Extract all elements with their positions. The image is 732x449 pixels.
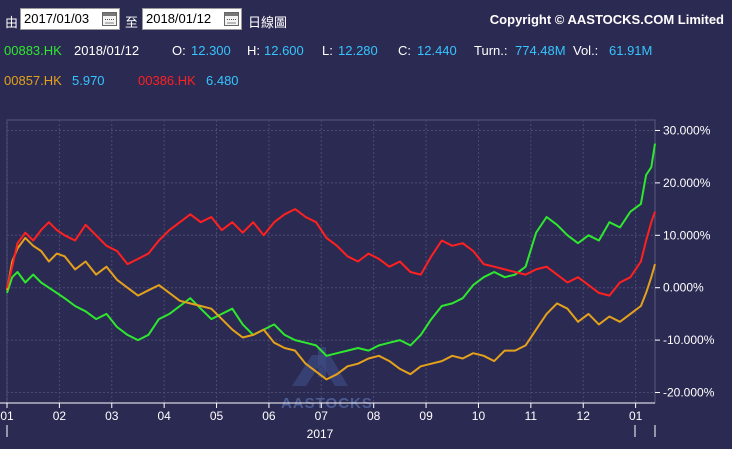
from-date-input[interactable]: 2017/01/03: [20, 8, 120, 30]
x-tick-label: 03: [105, 409, 119, 423]
from-label: 由: [5, 15, 19, 30]
x-tick-label: 01: [0, 409, 14, 423]
x-tick-label: 05: [210, 409, 224, 423]
y-tick-label: 30.000%: [663, 123, 711, 137]
compare-value-2: 6.480: [206, 73, 239, 88]
compare-value-1: 5.970: [72, 73, 105, 88]
close-label: C:: [398, 43, 411, 58]
x-tick-label: 10: [472, 409, 486, 423]
y-tick-label: -20.000%: [663, 386, 715, 400]
turnover-value: 774.48M: [515, 43, 566, 58]
series-line-00857-HK: [6, 236, 656, 381]
series-line-00386-HK: [6, 208, 656, 297]
copyright-text: Copyright © AASTOCKS.COM Limited: [489, 12, 724, 27]
high-value: 12.600: [264, 43, 304, 58]
calendar-icon[interactable]: [102, 12, 117, 26]
from-date-text: 2017/01/03: [24, 11, 90, 26]
close-value: 12.440: [417, 43, 457, 58]
y-tick-label: 0.000%: [663, 281, 704, 295]
volume-label: Vol.:: [573, 43, 599, 58]
high-label: H:: [247, 43, 260, 58]
chart-type-label: 日線圖: [248, 15, 288, 30]
to-date-text: 2018/01/12: [146, 11, 212, 26]
y-tick-label: -10.000%: [663, 333, 715, 347]
x-tick-label: 07: [315, 409, 329, 423]
open-value: 12.300: [191, 43, 231, 58]
x-tick-label: 04: [157, 409, 171, 423]
quote-code: 00883.HK: [4, 43, 62, 58]
compare-code-1[interactable]: 00857.HK: [4, 73, 62, 88]
calendar-icon[interactable]: [224, 12, 239, 26]
y-tick-label: 10.000%: [663, 228, 711, 242]
line-chart[interactable]: AASTOCKS 30.000%20.000%10.000%0.000%-10.…: [0, 115, 732, 449]
x-tick-label: 08: [367, 409, 381, 423]
series-lines: [6, 143, 656, 381]
y-tick-label: 20.000%: [663, 176, 711, 190]
x-tick-label: 02: [53, 409, 67, 423]
series-line-00883-HK: [6, 143, 656, 357]
year-label: 2017: [307, 427, 334, 441]
turnover-label: Turn.:: [474, 43, 508, 58]
compare-code-2[interactable]: 00386.HK: [138, 73, 196, 88]
x-tick-label: 11: [525, 409, 538, 423]
chart-grid: [6, 119, 656, 404]
low-label: L:: [322, 43, 333, 58]
to-date-input[interactable]: 2018/01/12: [142, 8, 242, 30]
low-value: 12.280: [338, 43, 378, 58]
open-label: O:: [172, 43, 186, 58]
toolbar: 由 2017/01/03 至 2018/01/12 日線圖 Copyright …: [0, 0, 732, 38]
x-tick-label: 06: [262, 409, 276, 423]
x-tick-label: 01: [629, 409, 643, 423]
quote-date: 2018/01/12: [74, 43, 140, 58]
to-label: 至: [125, 15, 139, 30]
x-tick-label: 09: [419, 409, 433, 423]
y-axis: 30.000% 20.000% 10.000% 0.000% -10.000% -20.0…: [655, 123, 715, 400]
x-axis: 01 02 03 04 05 06 07 08 09 10 11 12 01: [0, 402, 656, 437]
x-tick-label: 12: [577, 409, 591, 423]
volume-value: 61.91M: [609, 43, 653, 58]
